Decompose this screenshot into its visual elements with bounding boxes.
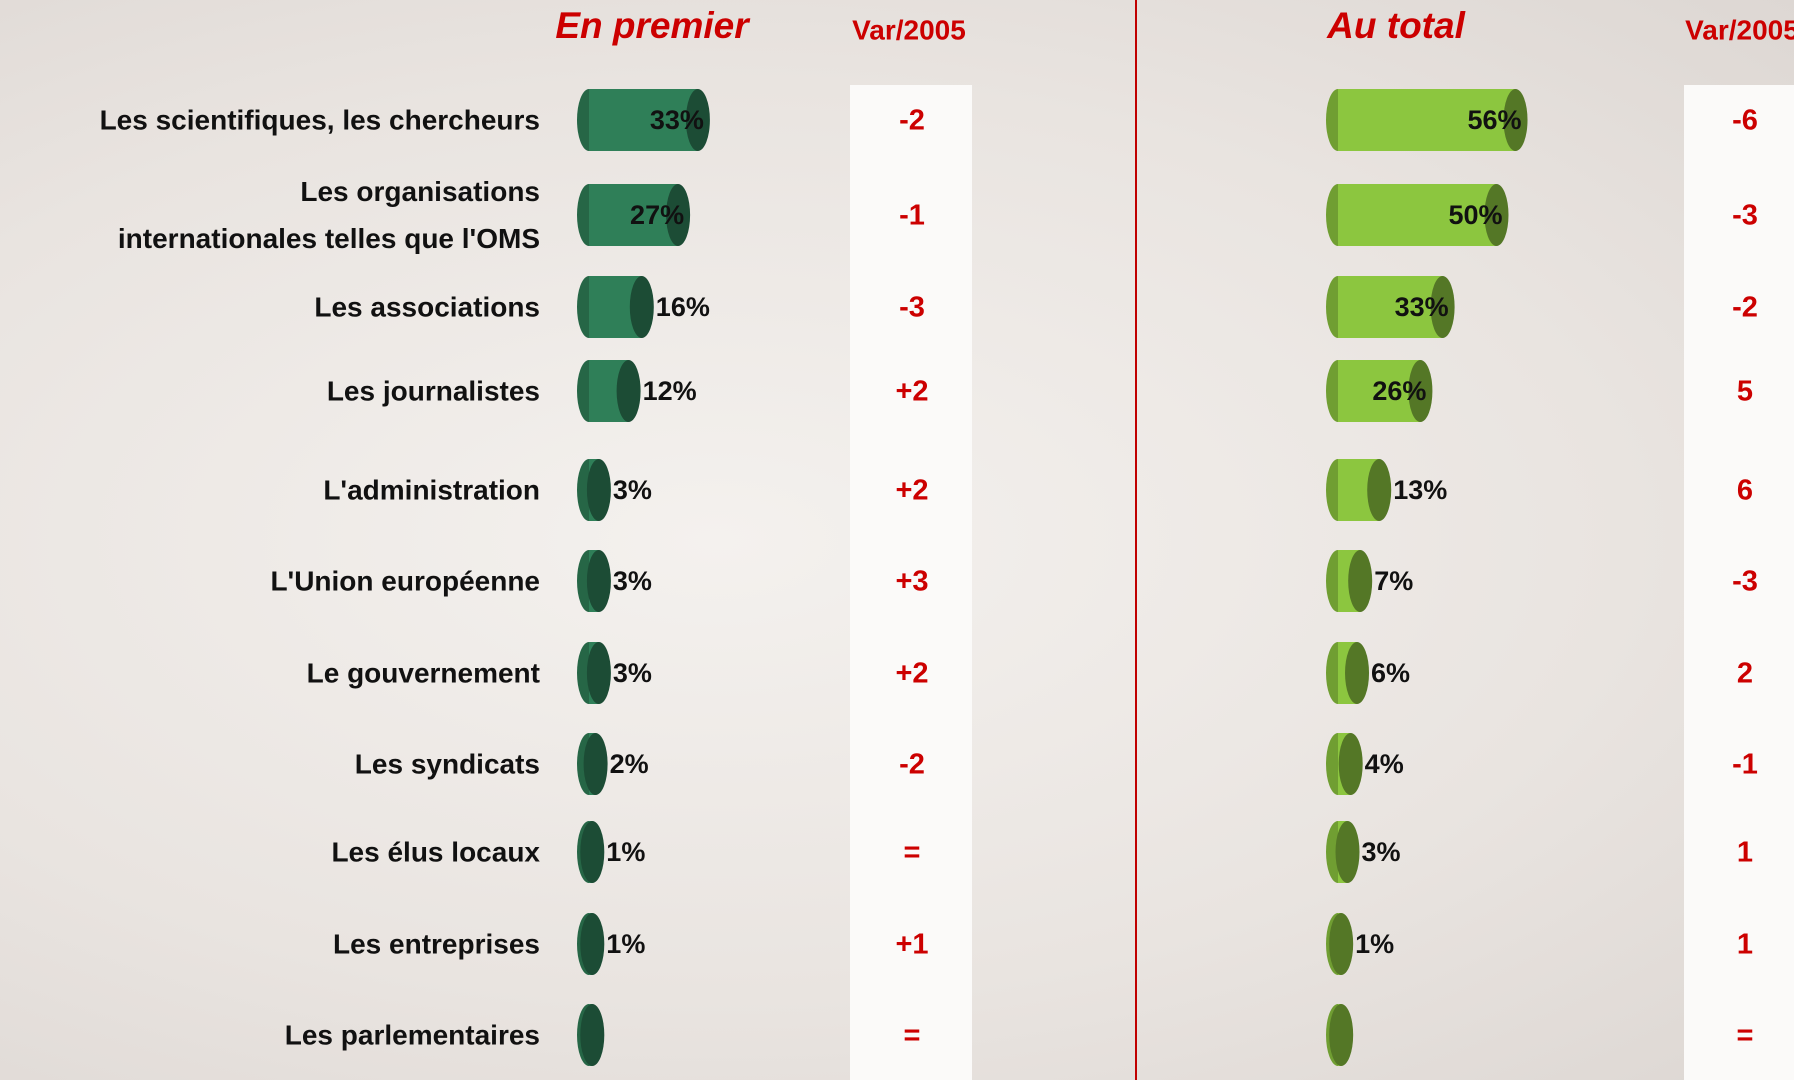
var-value: 6 bbox=[1737, 475, 1753, 507]
bar-end bbox=[580, 821, 604, 883]
var-title: Var/2005 bbox=[1685, 14, 1794, 45]
var-value: 5 bbox=[1737, 376, 1753, 408]
value-label: 27% bbox=[630, 200, 684, 230]
category-label: Le gouvernement bbox=[0, 650, 540, 697]
value-label: 33% bbox=[1395, 292, 1449, 322]
var-value: +2 bbox=[895, 475, 928, 507]
var-value: 2 bbox=[1737, 658, 1753, 690]
var-value: 1 bbox=[1737, 837, 1753, 869]
var-value: -1 bbox=[899, 200, 925, 232]
bar-end bbox=[587, 642, 611, 704]
value-label: 13% bbox=[1393, 475, 1447, 505]
var-value: -1 bbox=[1732, 749, 1758, 781]
bar-end bbox=[1345, 642, 1369, 704]
bar-end bbox=[1348, 550, 1372, 612]
value-label: 3% bbox=[1362, 837, 1401, 867]
bar-end bbox=[617, 360, 641, 422]
category-label: L'administration bbox=[0, 467, 540, 514]
category-label: Les élus locaux bbox=[0, 829, 540, 876]
bar-end bbox=[1336, 821, 1360, 883]
value-label: 33% bbox=[650, 105, 704, 135]
category-label: Les scientifiques, les chercheurs bbox=[0, 97, 540, 144]
bar-end bbox=[1367, 459, 1391, 521]
bar-end bbox=[580, 913, 604, 975]
var-value: +3 bbox=[895, 566, 928, 598]
var-value: +2 bbox=[895, 376, 928, 408]
value-label: 56% bbox=[1467, 105, 1521, 135]
var-value: +1 bbox=[895, 929, 928, 961]
var-value: = bbox=[904, 1020, 921, 1052]
value-label: 12% bbox=[643, 376, 697, 406]
value-label: 7% bbox=[1374, 566, 1413, 596]
value-label: 16% bbox=[656, 292, 710, 322]
bar-end bbox=[630, 276, 654, 338]
var-value: -6 bbox=[1732, 105, 1758, 137]
chart: En premierVar/200533%-227%-116%-312%+23%… bbox=[0, 0, 1794, 1080]
value-label: 26% bbox=[1372, 376, 1426, 406]
bar-end bbox=[587, 459, 611, 521]
slide: En premierVar/200533%-227%-116%-312%+23%… bbox=[0, 0, 1794, 1080]
var-value: -2 bbox=[899, 105, 925, 137]
var-value: = bbox=[1737, 1020, 1754, 1052]
var-value: 1 bbox=[1737, 929, 1753, 961]
value-label: 2% bbox=[610, 749, 649, 779]
var-value: = bbox=[904, 837, 921, 869]
category-label: L'Union européenne bbox=[0, 558, 540, 605]
bar-end bbox=[587, 550, 611, 612]
category-label: Les organisations internationales telles… bbox=[0, 168, 540, 262]
bar-end bbox=[584, 733, 608, 795]
bar-end bbox=[1339, 733, 1363, 795]
category-label: Les journalistes bbox=[0, 368, 540, 415]
panel-title: Au total bbox=[1326, 5, 1465, 46]
category-label: Les syndicats bbox=[0, 741, 540, 788]
value-label: 1% bbox=[1355, 929, 1394, 959]
bar-end bbox=[580, 1004, 604, 1066]
value-label: 50% bbox=[1448, 200, 1502, 230]
var-value: +2 bbox=[895, 658, 928, 690]
value-label: 3% bbox=[613, 658, 652, 688]
var-value: -3 bbox=[899, 292, 925, 324]
var-title: Var/2005 bbox=[852, 14, 966, 45]
bar-end bbox=[1329, 1004, 1353, 1066]
var-value: -3 bbox=[1732, 200, 1758, 232]
value-label: 6% bbox=[1371, 658, 1410, 688]
category-label: Les associations bbox=[0, 284, 540, 331]
category-label: Les entreprises bbox=[0, 921, 540, 968]
category-label: Les parlementaires bbox=[0, 1012, 540, 1059]
var-value: -2 bbox=[1732, 292, 1758, 324]
panel-title: En premier bbox=[555, 5, 751, 46]
value-label: 1% bbox=[606, 929, 645, 959]
bar-end bbox=[1329, 913, 1353, 975]
value-label: 4% bbox=[1365, 749, 1404, 779]
value-label: 3% bbox=[613, 475, 652, 505]
var-value: -3 bbox=[1732, 566, 1758, 598]
var-value: -2 bbox=[899, 749, 925, 781]
value-label: 1% bbox=[606, 837, 645, 867]
value-label: 3% bbox=[613, 566, 652, 596]
